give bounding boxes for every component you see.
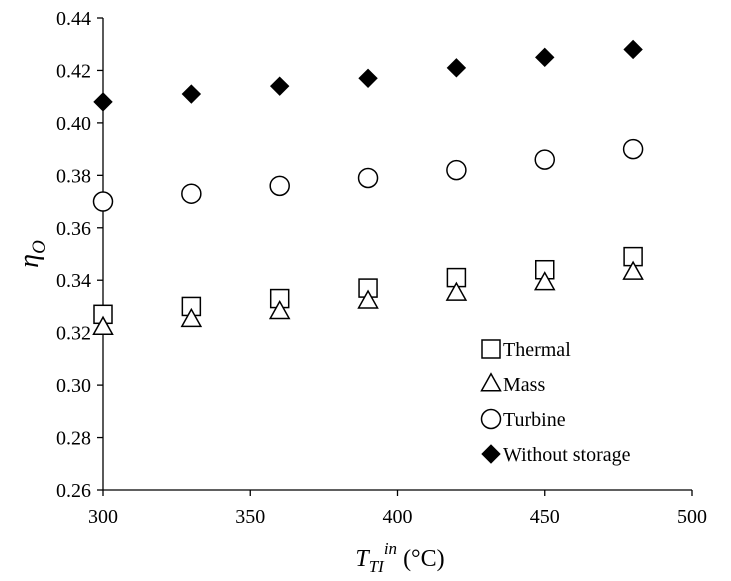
x-tick-label: 500 <box>677 506 707 528</box>
data-point-mass <box>92 315 114 335</box>
series-without-storage <box>93 39 643 112</box>
y-tick-label: 0.34 <box>56 270 91 292</box>
legend: Thermal Mass Turbine Without storage <box>480 339 631 466</box>
x-axis-label-subscript: TI <box>369 557 385 576</box>
legend-label-without-storage: Without storage <box>503 444 631 466</box>
legend-item-without-storage: Without storage <box>481 444 631 466</box>
y-axis-ticks: 0.26 0.28 0.30 0.32 0.34 0.36 0.38 0.40 0.42 0.44 <box>56 8 103 502</box>
legend-label-thermal: Thermal <box>503 339 571 361</box>
legend-label-turbine: Turbine <box>503 409 566 431</box>
data-point-without-storage <box>181 84 202 104</box>
legend-label-mass: Mass <box>503 374 545 396</box>
y-tick-label: 0.36 <box>56 218 91 240</box>
data-point-turbine <box>181 183 202 204</box>
x-tick-label: 400 <box>383 506 413 528</box>
data-point-mass <box>622 260 644 280</box>
y-tick-label: 0.38 <box>56 165 91 187</box>
data-point-mass <box>445 281 468 301</box>
series-thermal <box>93 246 643 325</box>
y-tick-label: 0.42 <box>56 60 91 82</box>
x-axis-label: TTIin (°C) <box>355 539 444 576</box>
data-point-turbine <box>622 138 644 160</box>
data-point-mass <box>533 271 556 291</box>
data-point-without-storage <box>358 68 378 89</box>
data-point-mass <box>357 289 379 309</box>
x-axis-ticks: 300 350 400 450 500 <box>88 490 707 528</box>
data-point-without-storage <box>446 58 467 78</box>
y-tick-label: 0.28 <box>56 428 91 450</box>
data-point-turbine <box>92 191 114 212</box>
data-point-turbine <box>446 159 467 181</box>
data-point-without-storage <box>623 39 643 60</box>
legend-marker-thermal <box>481 339 501 359</box>
y-axis-label: ηO <box>14 240 50 268</box>
y-tick-label: 0.44 <box>56 8 91 30</box>
y-tick-label: 0.40 <box>56 113 91 135</box>
series-turbine <box>92 138 644 212</box>
x-tick-label: 300 <box>88 506 118 528</box>
series-mass <box>92 260 644 335</box>
legend-marker-mass <box>480 372 502 392</box>
x-axis-label-unit: (°C) <box>403 546 445 572</box>
y-axis-label-subscript: O <box>29 240 50 254</box>
x-axis-label-superscript: in <box>384 539 397 558</box>
legend-marker-without-storage <box>481 444 501 464</box>
legend-marker-turbine <box>480 408 502 430</box>
x-tick-label: 350 <box>235 506 265 528</box>
data-point-mass <box>268 299 291 320</box>
data-points <box>92 39 644 335</box>
legend-item-mass: Mass <box>480 372 545 396</box>
legend-item-thermal: Thermal <box>481 339 571 361</box>
y-tick-label: 0.32 <box>56 323 91 345</box>
data-point-turbine <box>534 149 555 170</box>
legend-item-turbine: Turbine <box>480 408 566 431</box>
data-point-without-storage <box>269 76 290 96</box>
x-tick-label: 450 <box>530 506 560 528</box>
y-tick-label: 0.26 <box>56 480 91 502</box>
data-point-mass <box>180 307 203 328</box>
y-tick-label: 0.30 <box>56 375 91 397</box>
data-point-without-storage <box>535 47 555 68</box>
x-axis-label-main: T <box>355 546 370 572</box>
data-point-turbine <box>269 175 290 197</box>
y-axis-label-main: η <box>14 254 45 268</box>
data-point-without-storage <box>93 92 113 112</box>
data-point-turbine <box>357 167 379 189</box>
